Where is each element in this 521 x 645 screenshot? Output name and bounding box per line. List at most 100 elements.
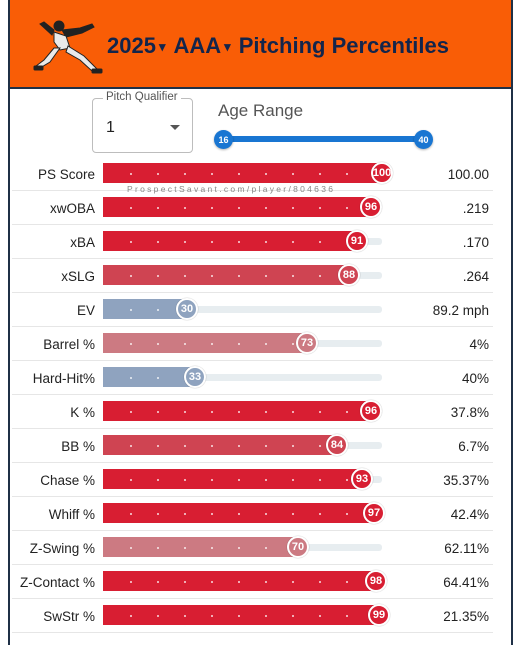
percentile-row: PS Score 100 100.00 — [12, 157, 493, 191]
bar-tick — [346, 207, 348, 209]
bar-tick — [238, 479, 240, 481]
bar-tick — [292, 207, 294, 209]
bar-tick — [319, 173, 321, 175]
bar-tick — [130, 309, 132, 311]
bar-tick — [184, 479, 186, 481]
year-selector[interactable]: 2025 ▾ — [107, 33, 166, 58]
percentile-track — [103, 374, 382, 381]
bar-tick — [319, 615, 321, 617]
bar-tick — [184, 207, 186, 209]
chevron-down-icon: ▾ — [224, 39, 231, 55]
metric-value: 4% — [469, 337, 489, 352]
bar-tick — [157, 581, 159, 583]
metric-label: SwStr % — [43, 609, 95, 624]
percentile-bar — [103, 367, 195, 387]
bar-tick — [157, 309, 159, 311]
metric-value: 89.2 mph — [432, 303, 489, 318]
age-max-handle[interactable]: 40 — [414, 130, 433, 149]
level-selector[interactable]: AAA ▾ — [173, 33, 231, 58]
bar-tick — [130, 377, 132, 379]
bar-tick — [238, 241, 240, 243]
bar-tick — [346, 581, 348, 583]
metric-value: 6.7% — [458, 439, 489, 454]
percentile-bar — [103, 333, 307, 353]
bar-tick — [211, 241, 213, 243]
age-range-slider[interactable] — [222, 136, 424, 142]
bar-tick — [265, 479, 267, 481]
pitch-qualifier-value: 1 — [106, 119, 115, 136]
percentile-badge: 30 — [176, 298, 198, 320]
bar-tick — [184, 513, 186, 515]
metric-label: xwOBA — [49, 201, 95, 216]
metric-value: 100.00 — [447, 167, 489, 182]
bar-tick — [292, 615, 294, 617]
bar-tick — [211, 411, 213, 413]
percentile-row: K % 96 37.8% — [12, 395, 493, 429]
bar-tick — [292, 411, 294, 413]
bar-tick — [265, 581, 267, 583]
bar-tick — [238, 615, 240, 617]
bar-tick — [157, 411, 159, 413]
bar-tick — [292, 343, 294, 345]
bar-tick — [157, 173, 159, 175]
bar-tick — [157, 547, 159, 549]
metric-label: Barrel % — [43, 337, 95, 352]
percentile-row: xSLG 88 .264 — [12, 259, 493, 293]
metric-label: xBA — [70, 235, 95, 250]
bar-tick — [130, 513, 132, 515]
percentile-badge: 96 — [360, 400, 382, 422]
metric-label: K % — [70, 405, 95, 420]
bar-tick — [184, 173, 186, 175]
percentile-row: Z-Swing % 70 62.11% — [12, 531, 493, 565]
bar-tick — [184, 445, 186, 447]
percentile-badge: 96 — [360, 196, 382, 218]
percentile-bar — [103, 231, 357, 251]
bar-tick — [130, 547, 132, 549]
age-range-label: Age Range — [218, 101, 304, 120]
pitch-qualifier-label: Pitch Qualifier — [103, 91, 181, 103]
bar-tick — [238, 275, 240, 277]
bar-tick — [211, 479, 213, 481]
bar-tick — [157, 275, 159, 277]
bar-tick — [130, 411, 132, 413]
bar-tick — [292, 513, 294, 515]
pitch-qualifier-select[interactable]: Pitch Qualifier 1 — [92, 91, 193, 153]
bar-tick — [211, 547, 213, 549]
bar-tick — [211, 173, 213, 175]
percentile-bar — [103, 265, 349, 285]
percentile-row: xwOBA 96 .219 — [12, 191, 493, 225]
bar-tick — [184, 275, 186, 277]
percentile-row: xBA 91 .170 — [12, 225, 493, 259]
bar-tick — [292, 581, 294, 583]
bar-tick — [130, 581, 132, 583]
bar-tick — [319, 445, 321, 447]
bar-tick — [130, 173, 132, 175]
percentile-track — [103, 306, 382, 313]
bar-tick — [130, 615, 132, 617]
metric-value: 35.37% — [443, 473, 489, 488]
bar-tick — [265, 547, 267, 549]
bar-tick — [346, 173, 348, 175]
bar-tick — [265, 615, 267, 617]
percentile-badge: 70 — [287, 536, 309, 558]
bar-tick — [265, 343, 267, 345]
percentile-row: Z-Contact % 98 64.41% — [12, 565, 493, 599]
chevron-down-icon: ▾ — [158, 39, 166, 55]
percentile-badge: 73 — [296, 332, 318, 354]
percentile-bar — [103, 435, 337, 455]
percentile-bar — [103, 469, 362, 489]
page-header: 2025 ▾ AAA ▾ Pitching Percentiles — [8, 0, 513, 89]
bar-tick — [130, 479, 132, 481]
percentile-row: Hard-Hit% 33 40% — [12, 361, 493, 395]
bar-tick — [238, 207, 240, 209]
percentile-bar — [103, 605, 379, 625]
bar-tick — [184, 615, 186, 617]
percentile-badge: 93 — [351, 468, 373, 490]
percentile-row: Whiff % 97 42.4% — [12, 497, 493, 531]
age-min-handle[interactable]: 16 — [214, 130, 233, 149]
bar-tick — [346, 513, 348, 515]
metric-label: Z-Swing % — [29, 541, 95, 556]
metric-value: 62.11% — [444, 541, 489, 556]
bar-tick — [157, 241, 159, 243]
dropdown-arrow-icon — [170, 125, 180, 130]
